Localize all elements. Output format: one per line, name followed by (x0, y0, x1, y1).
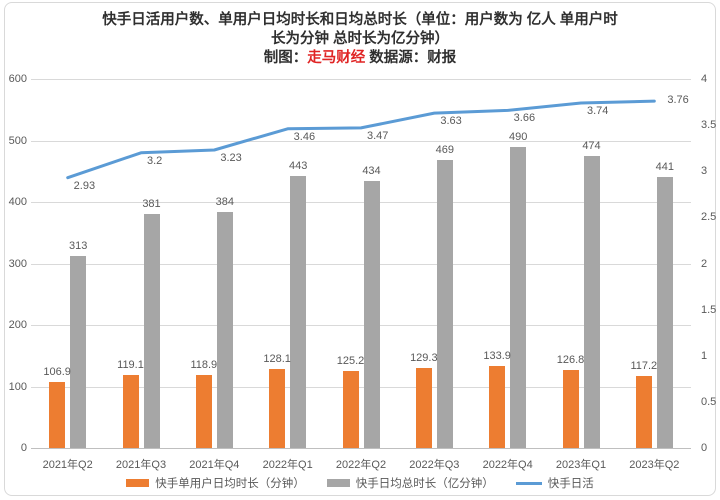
dau-line (66, 99, 656, 180)
x-axis-label: 2021年Q4 (189, 459, 240, 471)
bar-value-label: 384 (215, 195, 234, 208)
x-axis-label: 2023年Q1 (555, 459, 607, 471)
y-axis-right-tick: 3.5 (701, 119, 717, 132)
bar-total-daily-time (583, 156, 600, 448)
credit-prefix: 制图： (263, 50, 308, 66)
y-axis-right-tick: 1.5 (701, 303, 717, 316)
bar-user-daily-time (49, 382, 66, 448)
line-value-label: 3.74 (587, 104, 609, 117)
x-axis-label: 2023年Q2 (629, 459, 680, 471)
bar-value-label: 469 (435, 143, 454, 156)
line-value-label: 3.23 (220, 152, 242, 165)
title-line-1: 快手日活用户数、单用户日均时长和日均总时长（单位：用户数为 亿人 单用户时 (102, 12, 618, 28)
x-axis-label: 2021年Q2 (42, 459, 93, 471)
legend-item: 快手日均总时长（亿分钟） (326, 475, 494, 491)
bar-value-label: 119.1 (117, 358, 144, 371)
bar-user-daily-time (489, 365, 506, 448)
x-axis-label: 2021年Q3 (115, 459, 167, 471)
bar-value-label: 441 (655, 160, 674, 173)
bar-value-label: 133.9 (483, 349, 511, 362)
line-value-label: 3.47 (367, 129, 389, 142)
line-value-label: 3.2 (147, 154, 163, 167)
y-axis-right-tick: 3 (701, 165, 708, 178)
bar-user-daily-time (562, 370, 579, 448)
bar-user-daily-time (122, 374, 139, 448)
bar-value-label: 125.2 (336, 355, 365, 367)
bar-value-label: 474 (582, 140, 601, 153)
y-axis-left-tick: 600 (8, 73, 27, 85)
y-axis-left-tick: 0 (20, 442, 27, 454)
line-value-label: 3.66 (513, 112, 536, 125)
bar-user-daily-time (635, 375, 652, 448)
bar-total-daily-time (363, 181, 380, 448)
bar-value-label: 106.9 (43, 366, 71, 379)
credit-author: 走马财经 (307, 50, 366, 66)
bar-user-daily-time (415, 368, 432, 448)
x-axis-label: 2022年Q3 (409, 459, 460, 471)
line-value-label: 2.93 (73, 179, 96, 192)
y-axis-left-tick: 500 (8, 134, 27, 147)
legend-label: 快手日活 (547, 478, 594, 490)
credit-line: 制图：走马财经 数据源：财报 (5, 49, 715, 68)
bar-total-daily-time (510, 146, 527, 448)
bar-value-label: 434 (362, 165, 381, 178)
y-axis-left-tick: 300 (8, 257, 27, 270)
bar-value-label: 128.1 (263, 353, 291, 366)
x-axis-label: 2022年Q4 (482, 459, 533, 471)
line-value-label: 3.63 (440, 115, 462, 128)
bar-value-label: 490 (508, 130, 528, 143)
bar-value-label: 126.8 (556, 354, 585, 367)
gridline (31, 263, 691, 265)
bar-user-daily-time (195, 374, 212, 448)
y-axis-right-tick: 4 (701, 73, 708, 85)
line-value-label: 3.46 (293, 130, 316, 143)
x-axis-line (31, 448, 691, 449)
legend-bar-swatch (126, 479, 150, 487)
chart-card: 快手日活用户数、单用户日均时长和日均总时长（单位：用户数为 亿人 单用户时 长为… (4, 2, 716, 496)
dau-line-layer (66, 99, 656, 180)
legend-label: 快手单用户日均时长（分钟） (155, 478, 305, 490)
gridline (31, 202, 691, 203)
bar-value-label: 129.3 (410, 352, 438, 365)
bar-user-daily-time (269, 369, 286, 448)
credit-suffix: 数据源：财报 (365, 50, 457, 66)
y-axis-left-tick: 100 (8, 380, 27, 393)
y-axis-right-tick: 0.5 (701, 395, 717, 408)
y-axis-right-tick: 0 (701, 442, 708, 454)
legend-bar-swatch (326, 479, 350, 487)
bar-total-daily-time (216, 211, 233, 448)
plot-area (31, 79, 691, 449)
bar-value-label: 443 (288, 159, 308, 172)
y-axis-left-tick: 200 (8, 319, 27, 331)
legend-line-swatch (515, 481, 542, 485)
legend: 快手单用户日均时长（分钟） 快手日均总时长（亿分钟） 快手日活 (5, 475, 715, 491)
legend-item: 快手单用户日均时长（分钟） (126, 475, 305, 491)
gridline (31, 140, 691, 142)
chart-title: 快手日活用户数、单用户日均时长和日均总时长（单位：用户数为 亿人 单用户时 长为… (5, 11, 715, 68)
legend-item: 快手日活 (515, 475, 594, 491)
bar-total-daily-time (656, 176, 673, 448)
legend-label: 快手日均总时长（亿分钟） (355, 478, 494, 490)
x-axis-label: 2022年Q1 (262, 459, 313, 471)
bar-total-daily-time (290, 175, 307, 448)
y-axis-right-tick: 2 (701, 257, 708, 270)
bar-value-label: 117.2 (630, 359, 658, 372)
bar-user-daily-time (342, 371, 359, 448)
bar-value-label: 381 (142, 197, 161, 210)
title-line-2: 长为分钟 总时长为亿分钟） (270, 31, 450, 47)
x-axis-label: 2022年Q2 (335, 459, 387, 471)
gridline (31, 325, 691, 326)
bar-value-label: 313 (68, 239, 88, 252)
bar-total-daily-time (70, 255, 87, 448)
line-value-label: 3.76 (667, 94, 689, 107)
gridline (31, 79, 691, 80)
y-axis-right-tick: 1 (701, 349, 708, 362)
y-axis-left-tick: 400 (8, 196, 27, 208)
bar-total-daily-time (436, 159, 453, 448)
y-axis-right-tick: 2.5 (701, 211, 717, 224)
bar-value-label: 118.9 (190, 358, 218, 371)
bar-total-daily-time (143, 213, 160, 448)
gridline (31, 386, 691, 388)
